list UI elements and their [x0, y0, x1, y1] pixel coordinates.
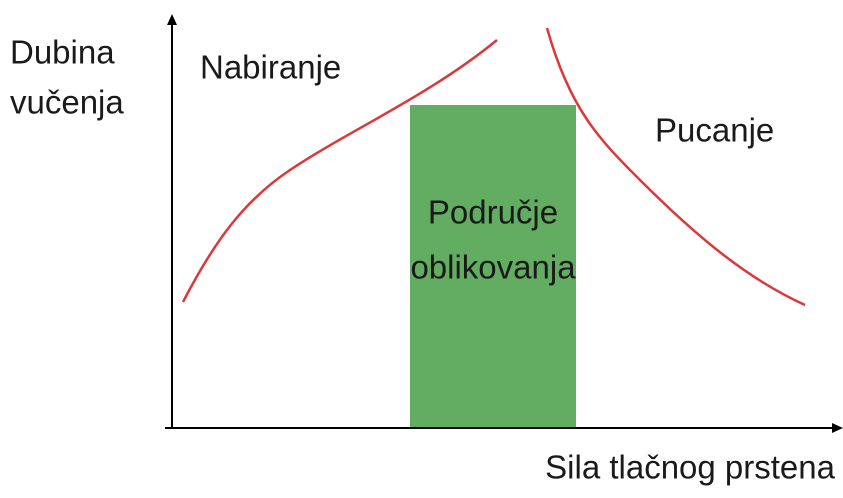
region-label: Pucanje — [655, 112, 774, 149]
cracking-curve — [545, 27, 806, 307]
region-label: Nabiranje — [200, 49, 341, 86]
forming-region — [410, 105, 576, 428]
y-axis-label: Dubina — [10, 34, 115, 71]
wrinkling-curve — [181, 39, 498, 303]
x-axis-arrow — [832, 423, 843, 433]
region-label: oblikovanja — [410, 249, 576, 286]
x-axis-label: Sila tlačnog prstena — [545, 449, 835, 486]
region-label: Područje — [428, 194, 558, 231]
y-axis-label: vučenja — [10, 84, 124, 121]
y-axis-arrow — [167, 14, 177, 25]
